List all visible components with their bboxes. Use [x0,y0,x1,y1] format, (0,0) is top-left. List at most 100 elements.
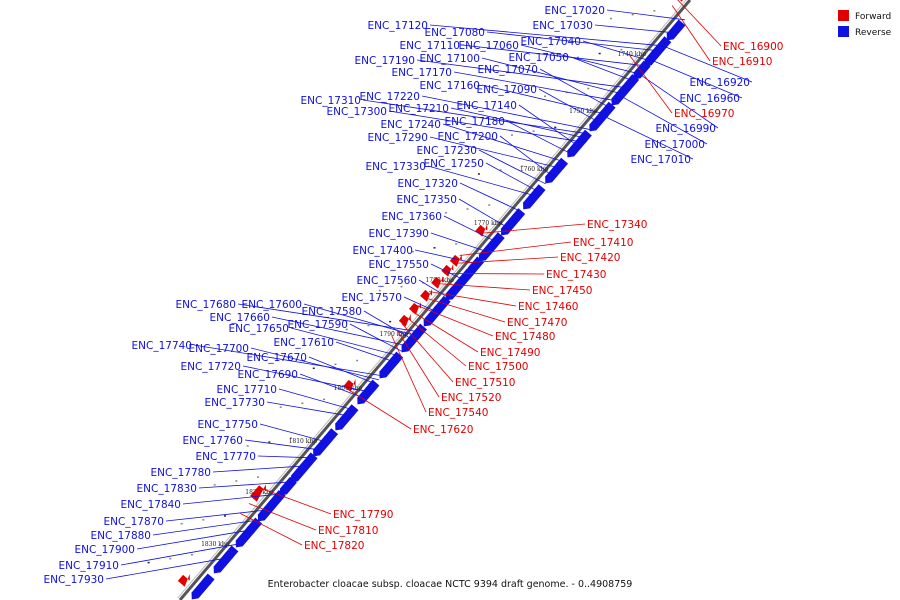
reverse-gene [368,379,380,392]
frame-mark [444,212,447,214]
reverse-gene-label: ENC_17750 [198,419,258,431]
label-leader [414,249,478,265]
label-leader [346,388,412,430]
label-leader [237,303,420,333]
reverse-gene-label: ENC_17350 [397,194,457,206]
label-leader [250,347,380,381]
frame-mark [389,320,392,323]
reverse-gene [489,232,505,249]
frame-mark [521,165,524,167]
forward-gene-label: ENC_16970 [674,108,734,120]
reverse-gene-label: ENC_17250 [424,158,484,170]
reverse-gene-label: ENC_17330 [366,161,426,173]
label-leader [396,329,440,398]
reverse-gene-label: ENC_17040 [521,36,581,48]
label-leader [461,44,646,67]
reverse-gene-label: ENC_17830 [137,483,197,495]
frame-mark [576,56,579,59]
forward-gene-label: ENC_17460 [518,301,578,313]
forward-gene [409,301,422,315]
reverse-gene-label: ENC_17710 [217,384,277,396]
reverse-gene-label: ENC_17740 [132,340,192,352]
legend: Forward Reverse [838,10,892,38]
label-leader [403,296,437,313]
forward-gene [449,253,462,267]
label-leader [266,401,349,417]
label-leader [570,56,634,82]
label-leader [240,513,303,546]
label-leader [401,323,454,383]
frame-mark [400,285,403,288]
scale-tick-label: 1790 kbp [380,331,409,338]
reverse-gene [511,208,526,223]
frame-mark [610,17,613,20]
reverse-gene [534,184,546,197]
label-leader [629,55,673,114]
frame-mark [499,169,502,171]
label-leader [429,291,517,307]
reverse-gene-label: ENC_17140 [457,100,517,112]
reverse-gene-label: ENC_17030 [533,20,593,32]
reverse-gene [655,36,672,54]
frame-mark [356,359,359,362]
reverse-gene-label: ENC_17910 [59,560,119,572]
reverse-gene-label: ENC_17700 [189,343,249,355]
label-leader [120,543,240,566]
label-leader [335,341,395,363]
scale-tick-label: 1810 kbp [289,438,318,445]
reverse-gene-label: ENC_17670 [247,352,307,364]
forward-gene-label: ENC_17510 [455,377,515,389]
label-leader [452,256,559,264]
reverse-gene-label: ENC_17780 [151,467,211,479]
forward-gene-label: ENC_17410 [573,237,633,249]
label-leader [429,24,663,47]
scale-tick-label: 1740 kbp [618,51,647,58]
label-leader [430,232,488,253]
frame-mark [257,476,260,478]
frame-mark [323,398,326,401]
legend-forward-label: Forward [855,12,891,22]
frame-mark [411,250,414,253]
label-leader [182,493,283,505]
frame-mark [620,48,623,51]
label-leader [406,317,467,367]
reverse-gene [556,157,569,171]
reverse-gene [666,19,686,41]
forward-gene-label: ENC_17420 [560,252,620,264]
reverse-gene-label: ENC_17120 [368,20,428,32]
forward-gene [679,0,683,2]
reverse-gene [600,101,616,119]
label-leader [620,95,708,145]
legend-reverse-swatch [838,26,849,37]
reverse-gene-label: ENC_17690 [238,369,298,381]
reverse-gene-label: ENC_17400 [353,245,413,257]
reverse-gene-label: ENC_16960 [680,93,740,105]
forward-gene-label: ENC_17520 [441,392,501,404]
reverse-gene-label: ENC_17770 [196,451,256,463]
reverse-gene [578,129,592,145]
frame-mark [334,363,337,366]
label-leader [363,310,414,341]
label-leader [308,356,376,385]
label-leader [388,110,582,143]
frame-mark [477,173,480,175]
reverse-gene-label: ENC_17290 [368,132,428,144]
forward-gene [420,288,433,302]
label-leader [136,529,252,550]
reverse-gene-label: ENC_17580 [302,306,362,318]
forward-gene-label: ENC_17820 [304,540,364,552]
label-leader [458,198,509,229]
label-leader [485,162,539,193]
forward-gene [343,378,356,392]
frame-mark [345,328,348,331]
label-leader [650,59,743,99]
frame-mark [455,243,458,245]
label-leader [538,88,599,123]
reverse-gene-label: ENC_17210 [389,103,449,115]
forward-gene-label: ENC_17810 [318,525,378,537]
forward-gene-label: ENC_17480 [495,331,555,343]
reverse-gene [346,404,359,418]
frame-mark [488,204,491,206]
forward-gene [177,573,190,587]
label-leader [443,215,497,243]
